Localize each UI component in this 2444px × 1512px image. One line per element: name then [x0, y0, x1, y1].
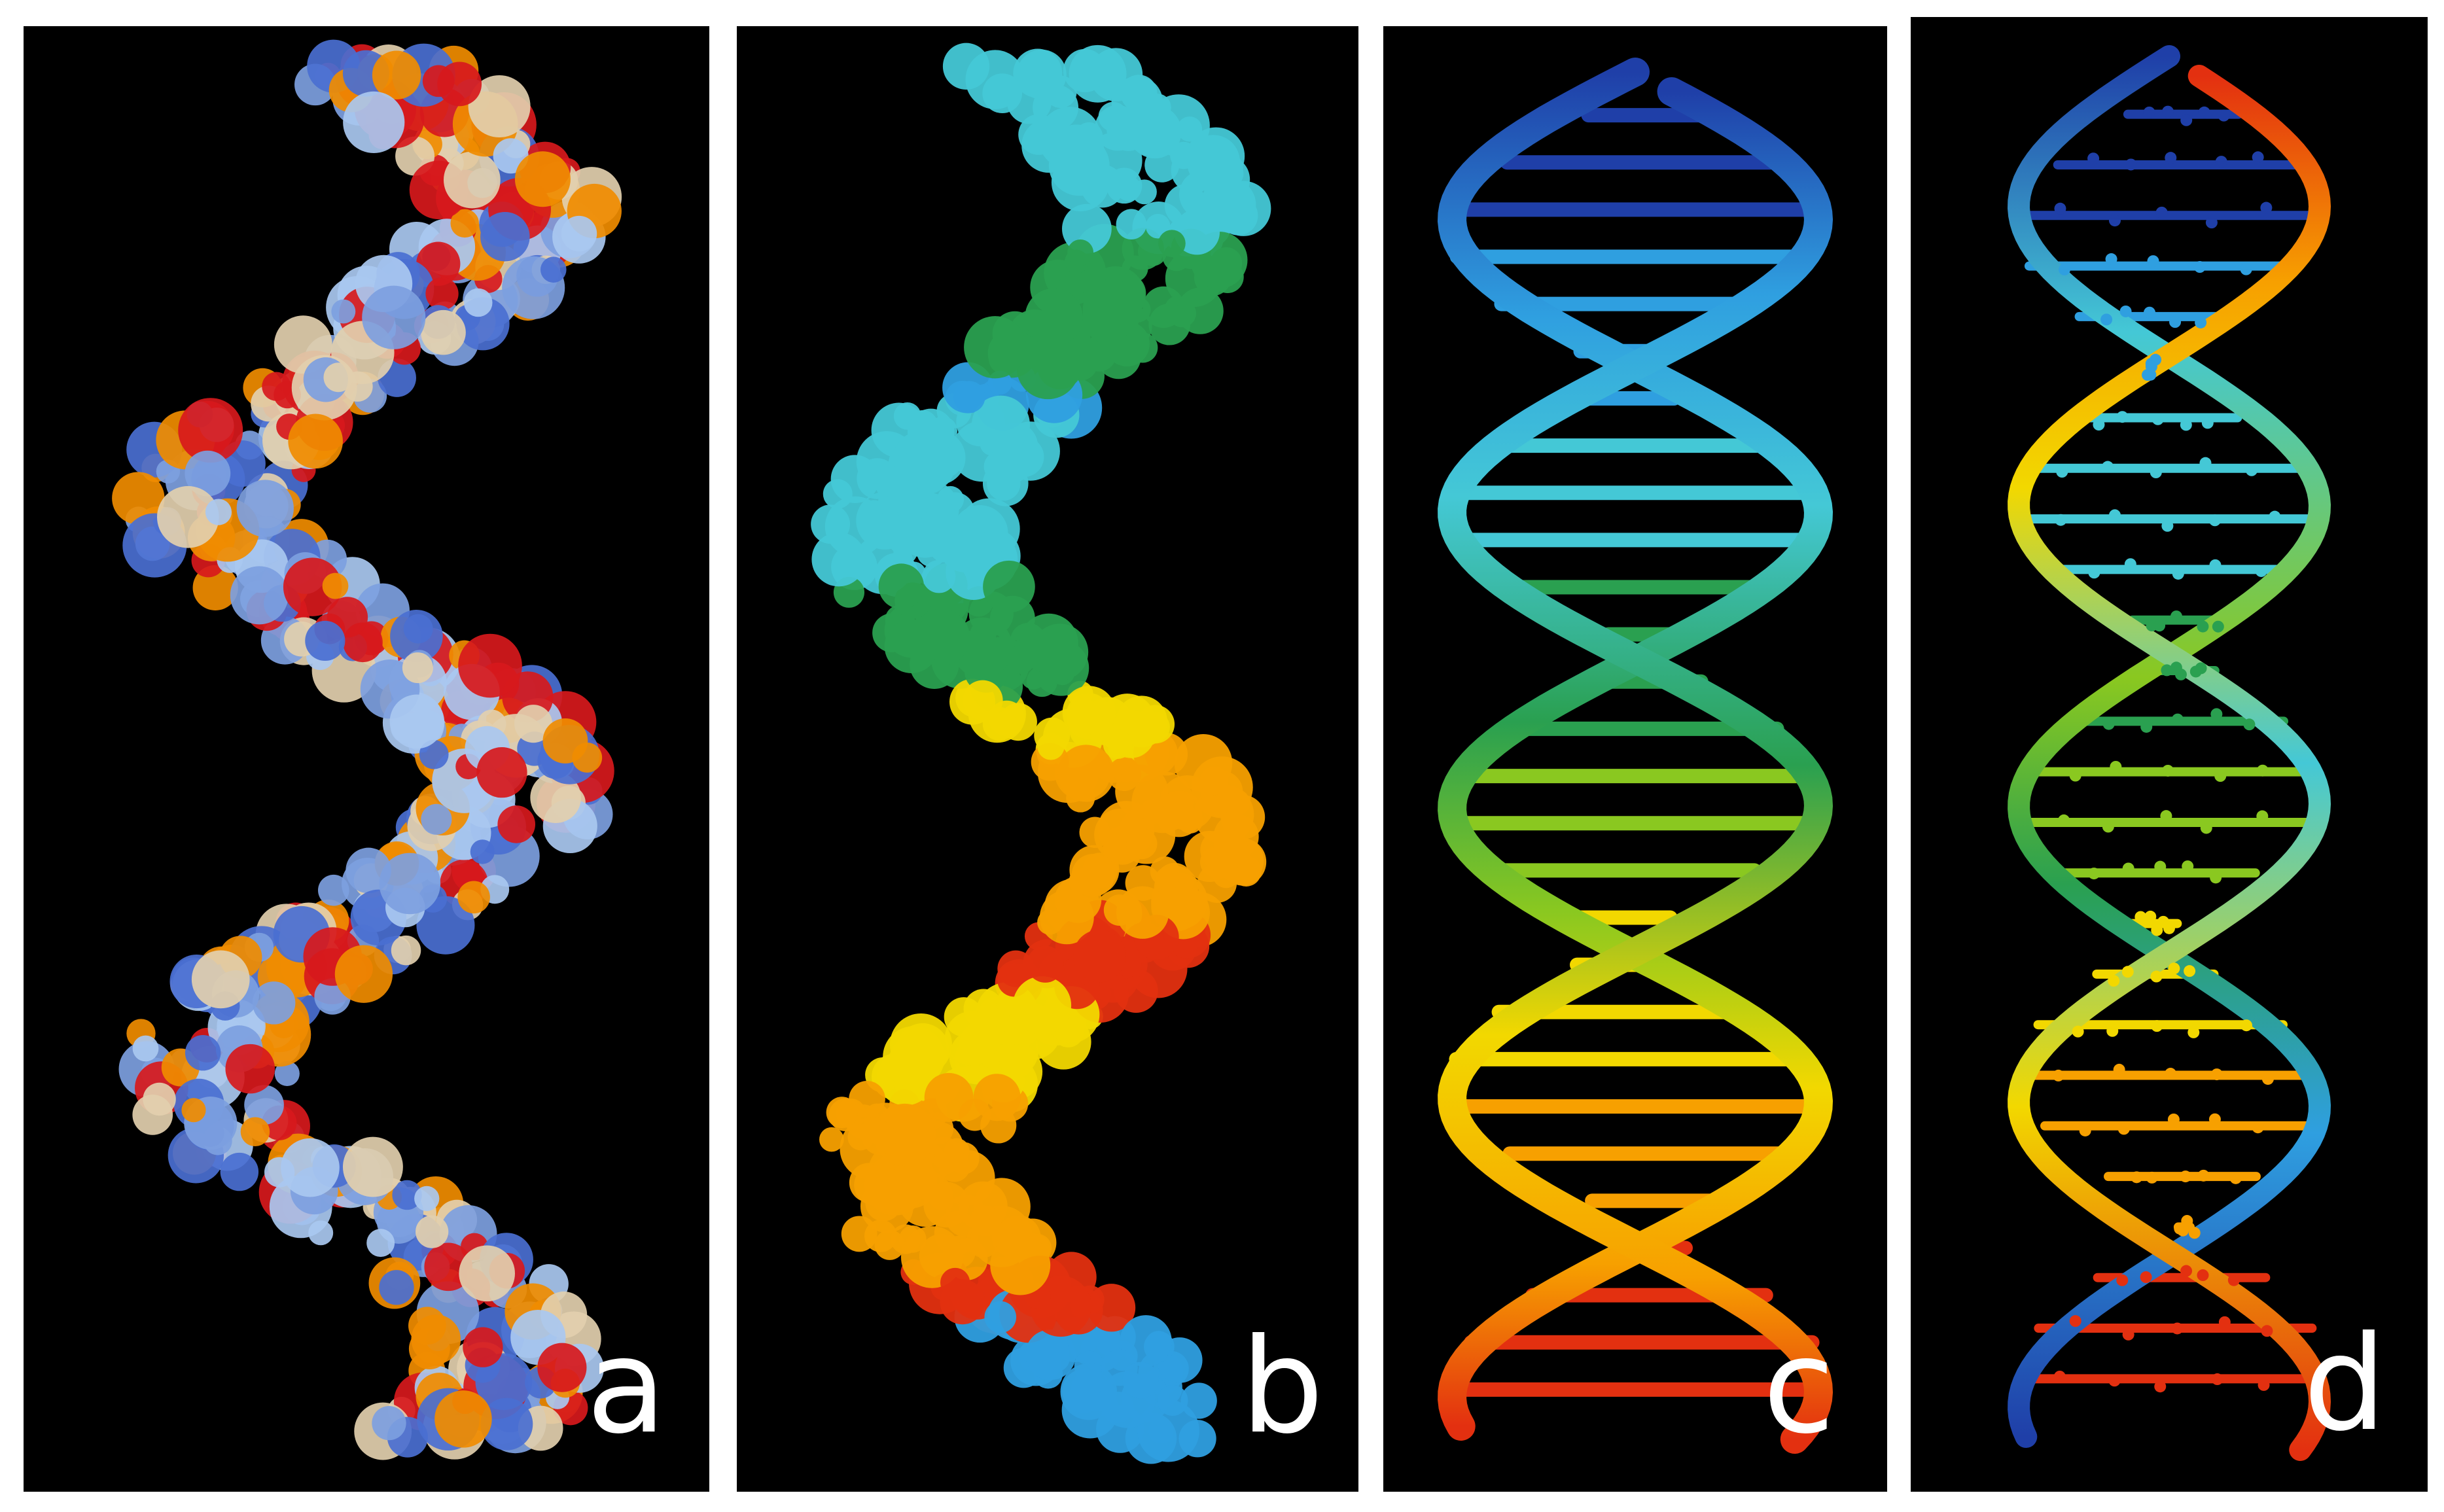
panel-label-a: a	[586, 1310, 667, 1463]
panel-label-b: b	[1241, 1310, 1324, 1463]
panel-d: d	[1911, 17, 2428, 1492]
dna-surface-atom-coloring-icon	[112, 39, 622, 1460]
panel-c: c	[1383, 26, 1887, 1492]
panel-b: b	[737, 26, 1358, 1492]
panel-label-d: d	[2303, 1308, 2386, 1460]
panel-a: a	[24, 26, 709, 1492]
dna-ribbon-ladder-icon	[1437, 58, 1833, 1454]
dna-ribbon-ballstick-icon	[2007, 45, 2331, 1461]
panel-label-c: c	[1763, 1310, 1835, 1463]
dna-surface-rainbow-icon	[811, 43, 1271, 1464]
